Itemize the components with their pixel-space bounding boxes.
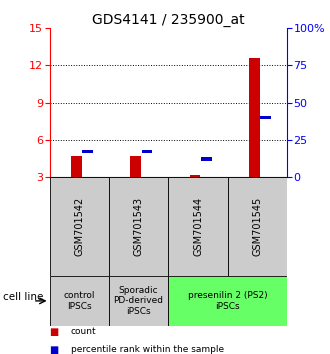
Text: GSM701543: GSM701543: [134, 197, 144, 256]
Bar: [71, 156, 82, 177]
Bar: [228, 177, 287, 276]
Text: percentile rank within the sample: percentile rank within the sample: [71, 345, 224, 354]
Bar: [249, 58, 260, 177]
Text: control
IPSCs: control IPSCs: [63, 291, 95, 310]
Bar: [168, 177, 228, 276]
Text: count: count: [71, 327, 97, 336]
Text: Sporadic
PD-derived
iPSCs: Sporadic PD-derived iPSCs: [114, 286, 164, 316]
Text: ■: ■: [50, 345, 59, 354]
Text: presenilin 2 (PS2)
iPSCs: presenilin 2 (PS2) iPSCs: [188, 291, 268, 310]
Text: cell line: cell line: [3, 292, 44, 302]
Bar: [168, 276, 287, 326]
Bar: [109, 276, 168, 326]
Bar: [201, 158, 212, 161]
Bar: [82, 150, 93, 154]
Bar: [50, 177, 109, 276]
Bar: [260, 116, 271, 119]
Bar: [190, 175, 200, 177]
Bar: [142, 150, 152, 154]
Title: GDS4141 / 235900_at: GDS4141 / 235900_at: [92, 13, 245, 27]
Text: GSM701545: GSM701545: [252, 197, 262, 256]
Text: GSM701544: GSM701544: [193, 197, 203, 256]
Bar: [130, 156, 141, 177]
Bar: [50, 276, 109, 326]
Text: GSM701542: GSM701542: [74, 197, 84, 256]
Text: ■: ■: [50, 327, 59, 337]
Bar: [109, 177, 168, 276]
